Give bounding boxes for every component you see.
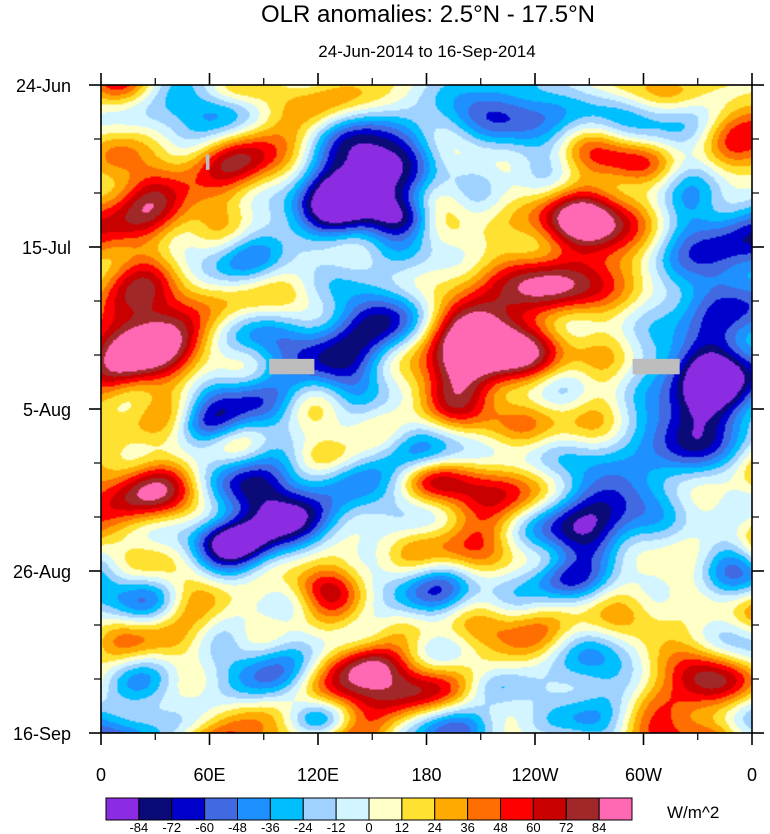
colorbar-label: -60 <box>195 820 214 834</box>
colorbar-box <box>532 797 567 821</box>
colorbar-label: -72 <box>162 820 181 834</box>
colorbar-label: -24 <box>294 820 313 834</box>
colorbar-units: W/m^2 <box>667 803 719 822</box>
colorbar-box <box>598 797 633 821</box>
missing-data-patch <box>205 154 210 170</box>
colorbar-box <box>237 797 271 821</box>
x-tick-label: 60E <box>193 765 225 785</box>
missing-data-patch <box>632 358 680 375</box>
colorbar-box <box>434 797 469 821</box>
plot-area <box>100 84 753 734</box>
colorbar-box <box>401 797 436 821</box>
x-axis: 0 60E 120E 180 120W 60W 0 <box>96 765 757 785</box>
colorbar-box <box>302 797 337 821</box>
anomaly-field <box>101 85 752 733</box>
colorbar-box <box>335 797 370 821</box>
missing-data-layer <box>205 154 680 375</box>
colorbar-label: 60 <box>526 820 540 834</box>
colorbar-labels: -84 -72 -60 -48 -36 -24 -12 0 12 24 36 4… <box>129 820 606 834</box>
missing-data-patch <box>269 358 315 375</box>
y-tick-label: 26-Aug <box>13 562 71 582</box>
colorbar-box <box>500 797 534 821</box>
colorbar-box <box>269 797 304 821</box>
y-tick-label: 15-Jul <box>22 238 71 258</box>
chart-subtitle: 24-Jun-2014 to 16-Sep-2014 <box>318 42 535 61</box>
chart-title: OLR anomalies: 2.5°N - 17.5°N <box>261 1 595 28</box>
colorbar-box <box>368 797 403 821</box>
colorbar-box <box>565 797 600 821</box>
axis-ticks <box>89 73 764 745</box>
colorbar-boxes <box>105 797 633 821</box>
x-tick-label: 0 <box>747 765 757 785</box>
colorbar-label: 24 <box>428 820 442 834</box>
y-tick-label: 16-Sep <box>13 724 71 744</box>
colorbar-box <box>171 797 206 821</box>
colorbar-label: 84 <box>592 820 606 834</box>
x-tick-label: 120E <box>297 765 339 785</box>
colorbar-label: -12 <box>327 820 346 834</box>
x-tick-label: 120W <box>511 765 558 785</box>
x-tick-label: 0 <box>96 765 106 785</box>
colorbar-label: 36 <box>460 820 474 834</box>
x-tick-label: 60W <box>625 765 662 785</box>
colorbar-label: 12 <box>395 820 409 834</box>
x-tick-label: 180 <box>411 765 441 785</box>
colorbar-box <box>138 797 173 821</box>
colorbar-label: 0 <box>365 820 372 834</box>
colorbar-label: 48 <box>493 820 507 834</box>
colorbar-label: -48 <box>228 820 247 834</box>
y-tick-label: 5-Aug <box>23 400 71 420</box>
colorbar-box <box>204 797 238 821</box>
colorbar-label: -36 <box>261 820 280 834</box>
y-tick-label: 24-Jun <box>16 76 71 96</box>
colorbar-box <box>105 797 140 821</box>
colorbar: -84 -72 -60 -48 -36 -24 -12 0 12 24 36 4… <box>105 797 719 834</box>
y-axis: 24-Jun 15-Jul 5-Aug 26-Aug 16-Sep <box>13 76 71 744</box>
colorbar-label: 72 <box>559 820 573 834</box>
colorbar-box <box>467 797 501 821</box>
colorbar-label: -84 <box>129 820 148 834</box>
